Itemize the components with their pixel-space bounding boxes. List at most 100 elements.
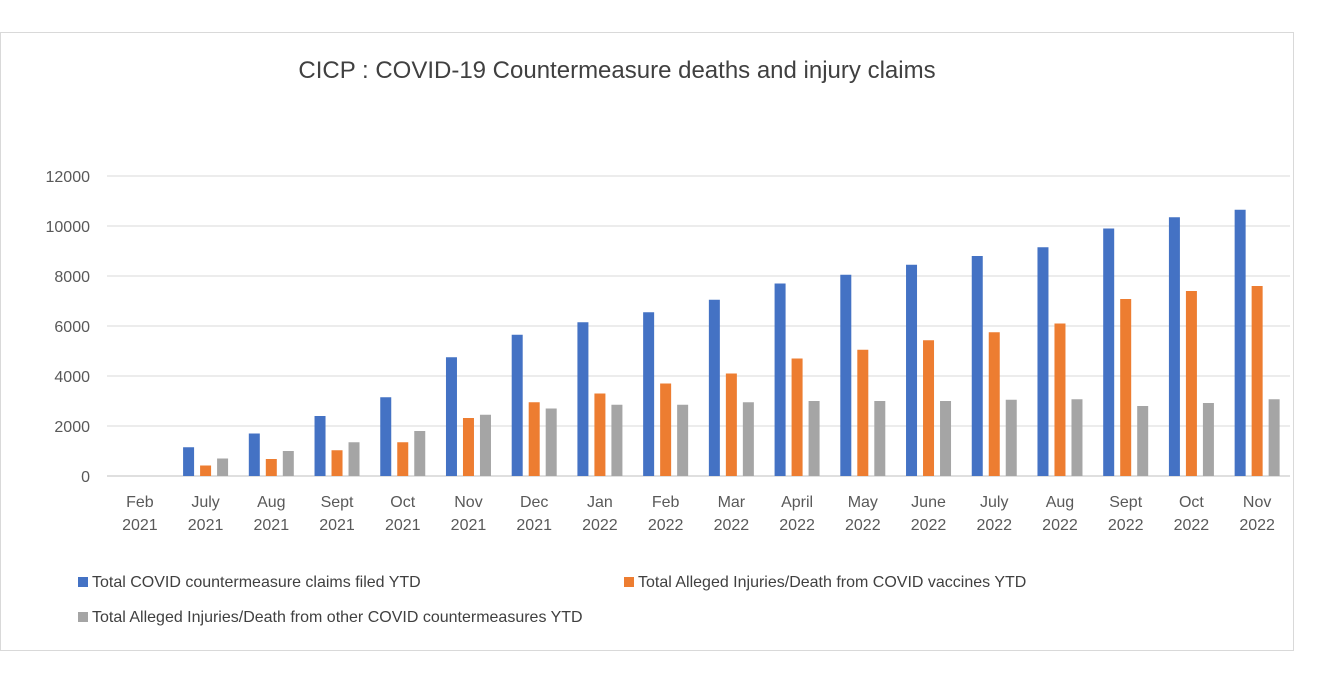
bar-series-2 <box>331 450 343 476</box>
x-tick-year: 2022 <box>582 517 618 534</box>
bar-series-1 <box>643 312 655 476</box>
x-tick-month: Nov <box>1243 494 1271 511</box>
bar-series-3 <box>611 404 623 476</box>
x-tick-month: Oct <box>1179 494 1204 511</box>
bars <box>183 209 1280 476</box>
legend-label: Total Alleged Injuries/Death from other … <box>92 609 583 626</box>
y-tick-label: 2000 <box>54 419 90 436</box>
bar-series-3 <box>808 401 820 476</box>
bar-series-2 <box>857 349 869 476</box>
x-tick-year: 2022 <box>976 517 1012 534</box>
bar-series-1 <box>1103 228 1115 476</box>
bar-series-3 <box>545 408 557 476</box>
legend-swatch <box>78 612 88 622</box>
x-tick-month: Mar <box>718 494 746 511</box>
legend-label: Total COVID countermeasure claims filed … <box>92 574 421 591</box>
bar-series-1 <box>445 357 457 476</box>
legend: Total COVID countermeasure claims filed … <box>78 574 1026 626</box>
y-tick-label: 4000 <box>54 369 90 386</box>
x-axis: Feb 2021 July 2021 Aug 2021 Sept 2021 Oct 2021 Nov… <box>122 494 1275 534</box>
bar-series-2 <box>1185 291 1197 476</box>
x-tick-year: 2022 <box>845 517 881 534</box>
bar-series-1 <box>314 416 326 476</box>
x-tick-year: 2022 <box>714 517 750 534</box>
x-tick-year: 2022 <box>1239 517 1275 534</box>
x-tick-month: Aug <box>1046 494 1074 511</box>
y-tick-label: 8000 <box>54 269 90 286</box>
bar-series-3 <box>1137 406 1149 476</box>
bar-series-3 <box>677 404 689 476</box>
bar-series-3 <box>1202 403 1214 476</box>
bar-series-1 <box>577 322 589 476</box>
x-tick-year: 2021 <box>451 517 487 534</box>
legend-swatch <box>624 577 634 587</box>
y-tick-label: 6000 <box>54 319 90 336</box>
x-tick-year: 2021 <box>385 517 421 534</box>
bar-series-1 <box>511 334 523 476</box>
bar-series-1 <box>1037 247 1049 476</box>
bar-series-3 <box>414 431 426 476</box>
x-tick-month: April <box>781 494 813 511</box>
bar-series-3 <box>348 442 360 476</box>
bar-series-1 <box>906 264 918 476</box>
bar-series-2 <box>923 340 935 476</box>
x-tick-month: Aug <box>257 494 285 511</box>
x-tick-year: 2022 <box>911 517 947 534</box>
x-tick-year: 2022 <box>1108 517 1144 534</box>
bar-series-1 <box>183 447 195 476</box>
bar-series-2 <box>594 393 606 476</box>
y-tick-label: 0 <box>81 469 90 486</box>
x-tick-year: 2022 <box>1174 517 1210 534</box>
x-tick-month: June <box>911 494 946 511</box>
gridlines <box>107 175 1290 477</box>
x-tick-year: 2022 <box>779 517 815 534</box>
x-tick-year: 2021 <box>319 517 355 534</box>
x-tick-month: Jan <box>587 494 613 511</box>
y-tick-label: 12000 <box>46 169 91 186</box>
x-tick-year: 2022 <box>1042 517 1078 534</box>
bar-series-2 <box>528 402 540 476</box>
bar-series-3 <box>479 414 491 476</box>
bar-series-2 <box>1251 286 1263 476</box>
bar-series-3 <box>282 451 294 476</box>
x-tick-month: Feb <box>652 494 680 511</box>
bar-series-2 <box>265 459 277 476</box>
bar-series-2 <box>397 442 409 476</box>
bar-series-1 <box>248 433 260 476</box>
x-tick-month: Oct <box>390 494 415 511</box>
y-tick-label: 10000 <box>46 219 91 236</box>
x-tick-year: 2021 <box>516 517 552 534</box>
bar-series-1 <box>971 256 983 476</box>
bar-series-1 <box>1168 217 1180 476</box>
y-axis: 0 2000 4000 6000 8000 10000 12000 <box>46 169 91 486</box>
x-tick-month: Sept <box>1109 494 1142 511</box>
bar-series-1 <box>840 274 852 476</box>
bar-series-3 <box>1268 399 1280 476</box>
bar-series-2 <box>1120 299 1132 476</box>
bar-series-1 <box>774 283 786 476</box>
bar-series-3 <box>1005 399 1017 476</box>
bar-series-3 <box>874 401 886 476</box>
chart-title: CICP : COVID-19 Countermeasure deaths an… <box>298 57 935 84</box>
x-tick-month: Sept <box>321 494 354 511</box>
bar-series-2 <box>462 418 474 476</box>
bar-series-1 <box>380 397 392 476</box>
bar-series-3 <box>1071 399 1083 476</box>
bar-series-2 <box>725 373 737 476</box>
x-tick-year: 2022 <box>648 517 684 534</box>
x-tick-month: July <box>980 494 1008 511</box>
x-tick-month: Nov <box>454 494 482 511</box>
x-tick-year: 2021 <box>254 517 290 534</box>
bar-series-2 <box>1054 323 1066 476</box>
legend-swatch <box>78 577 88 587</box>
bar-series-2 <box>791 358 803 476</box>
x-tick-month: May <box>848 494 878 511</box>
bar-series-3 <box>742 402 754 476</box>
bar-series-2 <box>660 383 672 476</box>
x-tick-year: 2021 <box>188 517 224 534</box>
legend-label: Total Alleged Injuries/Death from COVID … <box>638 574 1026 591</box>
x-tick-month: July <box>191 494 219 511</box>
bar-series-3 <box>217 458 229 476</box>
x-tick-month: Dec <box>520 494 548 511</box>
